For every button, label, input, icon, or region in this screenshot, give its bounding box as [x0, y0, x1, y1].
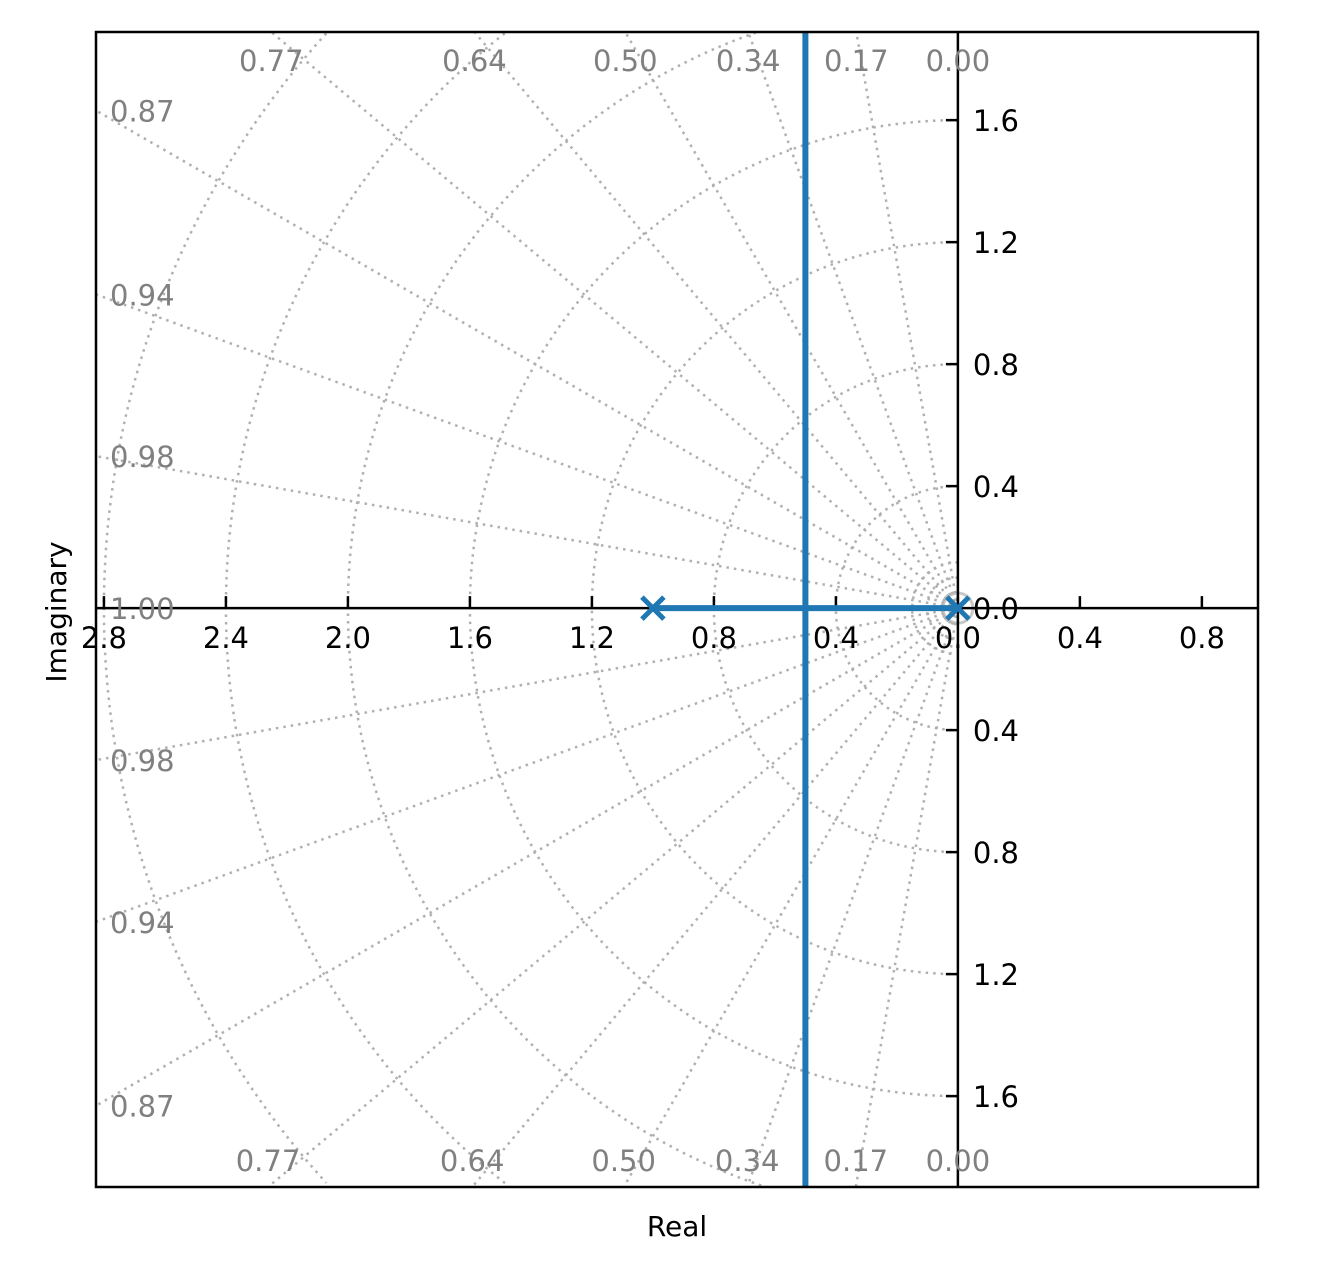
y-tick-label: 0.8: [973, 348, 1019, 382]
y-axis-label: Imaginary: [40, 541, 73, 682]
damping-line: [854, 607, 960, 1187]
pole-marker: [945, 595, 971, 621]
x-tick-label: 2.0: [325, 621, 371, 655]
x-tick-label: 1.6: [447, 621, 493, 655]
plot-frame: [94, 30, 1260, 1189]
damping-label: 0.64: [442, 44, 507, 78]
x-tick-label: 2.4: [203, 621, 249, 655]
y-tick-label: 1.6: [973, 1080, 1019, 1114]
damping-label: 1.00: [110, 592, 175, 626]
damping-label: 0.17: [824, 1144, 889, 1178]
damping-line: [746, 607, 960, 1187]
damping-line: [624, 32, 959, 609]
damping-label: 0.17: [824, 44, 889, 78]
damping-label: 0.00: [926, 1144, 991, 1178]
damping-label: 0.98: [110, 744, 175, 778]
x-tick-label: 2.8: [81, 621, 127, 655]
x-axis-label: Real: [647, 1210, 707, 1243]
damping-label: 0.98: [110, 440, 175, 474]
x-tick-label: 0.8: [1179, 621, 1225, 655]
damping-label: 0.77: [239, 44, 304, 78]
damping-line: [96, 293, 959, 610]
damping-line: [96, 454, 959, 610]
y-tick-label: 1.2: [973, 958, 1019, 992]
x-tick-label: 0.4: [813, 621, 859, 655]
damping-line: [622, 607, 959, 1187]
damping-line: [473, 32, 959, 609]
y-tick-label: 0.8: [973, 836, 1019, 870]
x-tick-label: 0.8: [691, 621, 737, 655]
y-tick-label: 1.2: [973, 226, 1019, 260]
wn-circle: [224, 32, 511, 1187]
y-tick-label: 0.4: [973, 714, 1019, 748]
damping-label: 0.87: [110, 1090, 175, 1124]
y-tick-label: 0.4: [973, 470, 1019, 504]
damping-line: [96, 607, 959, 1107]
pole-marker: [640, 595, 666, 621]
damping-label: 0.34: [715, 1144, 780, 1178]
damping-label: 0.64: [440, 1144, 505, 1178]
damping-label: 0.50: [591, 1144, 656, 1178]
damping-label: 0.34: [716, 44, 781, 78]
damping-label: 0.94: [110, 278, 175, 312]
damping-line: [747, 32, 960, 609]
damping-label: 0.87: [110, 95, 175, 129]
damping-line: [270, 32, 959, 610]
y-tick-label: 0.0: [973, 592, 1019, 626]
labels: 0.00 0.00 0.17 0.17 0.34 0.34 0.50 0.50 0.64 0.64…: [81, 44, 1225, 1178]
damping-label: 0.77: [236, 1144, 301, 1178]
locus: [640, 32, 971, 1187]
damping-line: [855, 32, 960, 609]
y-tick-label: 1.6: [973, 104, 1019, 138]
damping-line: [96, 606, 959, 762]
x-tick-label: 1.2: [569, 621, 615, 655]
damping-line: [267, 607, 959, 1187]
damping-line: [96, 109, 959, 610]
damping-label: 0.94: [110, 906, 175, 940]
damping-line: [96, 606, 959, 924]
x-tick-label: 0.0: [935, 621, 981, 655]
damping-label: 0.00: [926, 44, 991, 78]
damping-label: 0.50: [593, 44, 658, 78]
x-tick-label: 0.4: [1057, 621, 1103, 655]
wn-circle: [346, 32, 766, 1187]
damping-line: [471, 607, 959, 1187]
